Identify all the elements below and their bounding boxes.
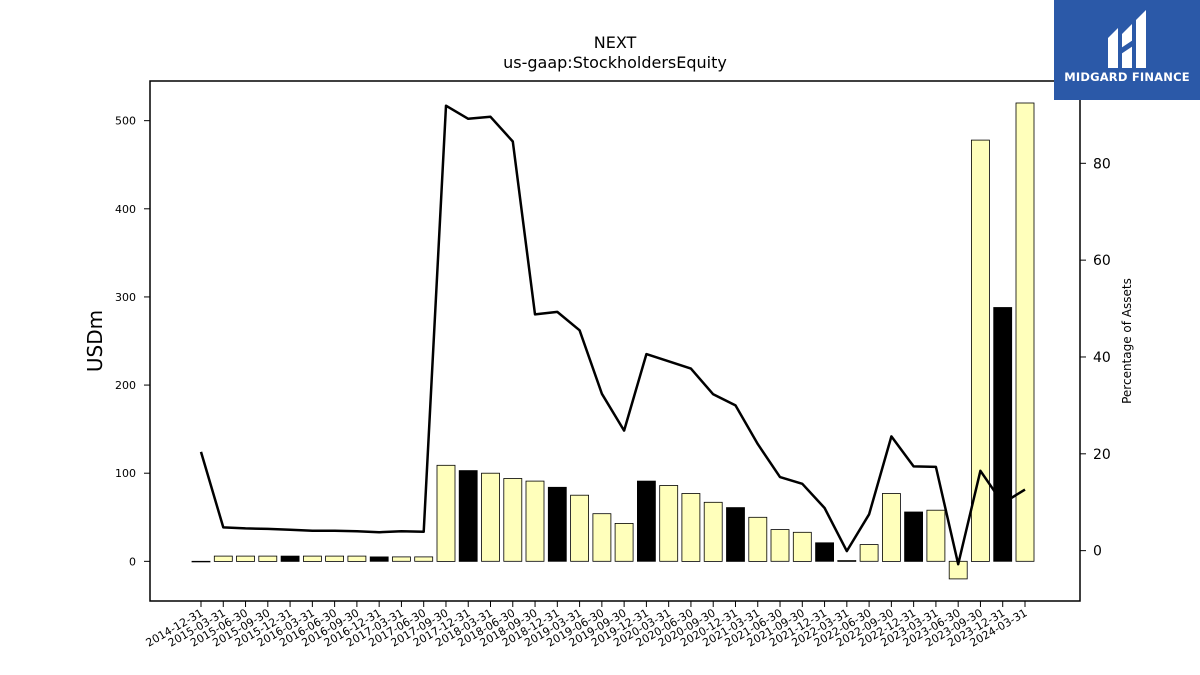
bar bbox=[993, 307, 1013, 562]
y2-tick-label: 0 bbox=[1093, 544, 1102, 560]
bar bbox=[748, 516, 768, 562]
y-tick-label: 400 bbox=[115, 203, 136, 216]
bar bbox=[637, 480, 656, 562]
bar bbox=[436, 464, 456, 562]
bar bbox=[369, 556, 389, 562]
bar bbox=[703, 501, 723, 562]
y2-tick-label: 80 bbox=[1093, 156, 1111, 172]
bar bbox=[904, 511, 923, 562]
bar bbox=[391, 556, 411, 562]
brand-name: MIDGARD FINANCE bbox=[1064, 70, 1190, 84]
y-tick-label: 500 bbox=[115, 115, 136, 128]
bar bbox=[213, 555, 233, 562]
bar bbox=[458, 470, 478, 562]
y-tick-label: 0 bbox=[129, 555, 136, 568]
bar bbox=[570, 494, 589, 562]
bar bbox=[592, 513, 612, 562]
bar bbox=[770, 529, 790, 562]
bar bbox=[659, 485, 679, 562]
bar bbox=[614, 523, 634, 562]
brand-logo: MIDGARD FINANCE bbox=[1054, 0, 1200, 100]
bar bbox=[926, 509, 946, 562]
chart-title: NEXT bbox=[594, 33, 637, 52]
bar bbox=[1015, 102, 1035, 562]
bar bbox=[280, 555, 300, 562]
y-tick-label: 300 bbox=[115, 291, 136, 304]
bar bbox=[191, 560, 211, 563]
bar bbox=[815, 542, 834, 562]
bar bbox=[325, 555, 345, 562]
y2-tick-label: 40 bbox=[1093, 350, 1111, 366]
chart-subtitle: us-gaap:StockholdersEquity bbox=[503, 53, 727, 72]
y-tick-label: 100 bbox=[115, 467, 136, 480]
bar bbox=[258, 555, 278, 562]
bar bbox=[859, 544, 879, 562]
y2-tick-label: 20 bbox=[1093, 447, 1111, 463]
bar bbox=[681, 493, 701, 562]
bar bbox=[971, 139, 990, 562]
y2-axis-label: Percentage of Assets bbox=[1120, 278, 1134, 404]
plot-frame bbox=[149, 80, 1081, 602]
bar bbox=[792, 531, 812, 562]
bar bbox=[882, 493, 901, 562]
bar bbox=[837, 560, 857, 562]
midgard-logo-icon bbox=[1108, 10, 1146, 68]
bar bbox=[302, 555, 322, 562]
y-axis-label: USDm bbox=[83, 310, 107, 372]
y2-tick-label: 60 bbox=[1093, 253, 1111, 269]
bar bbox=[726, 507, 745, 562]
bar bbox=[481, 472, 500, 562]
bar bbox=[547, 486, 567, 562]
bar bbox=[236, 555, 255, 562]
pct-assets-line bbox=[199, 104, 1026, 566]
y-tick-label: 200 bbox=[115, 379, 136, 392]
bar bbox=[347, 555, 367, 562]
bar bbox=[525, 480, 545, 562]
bar bbox=[414, 556, 434, 562]
bar bbox=[503, 478, 523, 562]
